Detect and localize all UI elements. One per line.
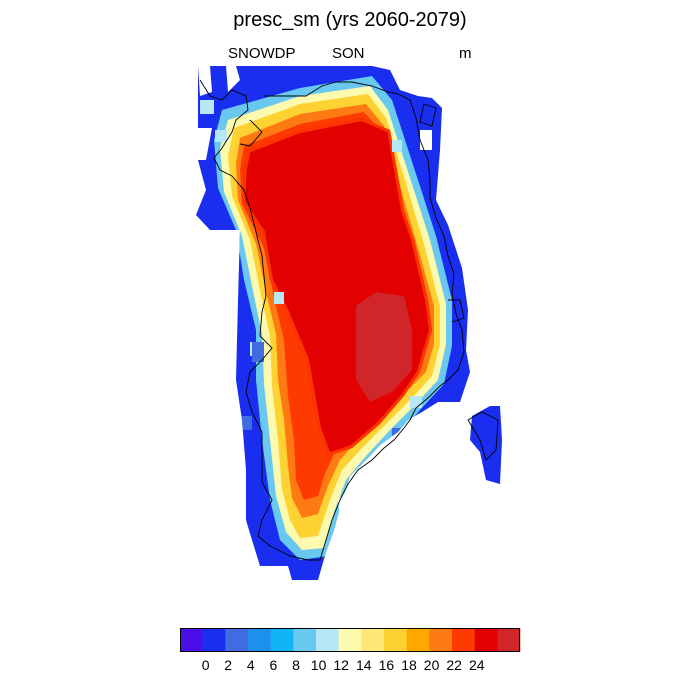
colorbar-cell [202, 628, 226, 652]
colorbar-cell [270, 628, 294, 652]
colorbar-cell [384, 628, 407, 652]
colorbar-cell [338, 628, 362, 652]
colorbar-cell [429, 628, 453, 652]
coastline [199, 79, 499, 561]
colorbar-tick-label: 6 [269, 657, 278, 673]
plot-title: presc_sm (yrs 2060-2079) [233, 9, 467, 31]
max-depth-patch [356, 292, 412, 402]
colorbar-cell [497, 628, 521, 652]
colorbar-cell [293, 628, 317, 652]
colorbar-tick-label: 8 [292, 657, 300, 673]
colorbar-tick-label: 20 [423, 657, 440, 673]
colorbar-cell [452, 628, 475, 652]
east-island [470, 406, 502, 484]
colorbar [180, 628, 521, 652]
colorbar-tick-label: 12 [333, 657, 349, 673]
colorbar-tick-label: 16 [378, 657, 395, 673]
colorbar-tick-label: 18 [401, 657, 417, 673]
colorbar-tick-label: 22 [446, 657, 462, 673]
colorbar-cell [474, 628, 498, 652]
colorbar-cell [225, 628, 249, 652]
colorbar-cell [248, 628, 271, 652]
colorbar-cell [180, 628, 203, 652]
colorbar-tick-label: 10 [310, 657, 327, 673]
ice-sheet-field [196, 66, 470, 580]
colorbar-cell [316, 628, 339, 652]
colorbar-tick-label: 0 [201, 657, 210, 673]
season-label: SON [332, 45, 365, 62]
colorbar-tick-label: 2 [224, 657, 233, 673]
colorbar-tick-label: 24 [469, 657, 485, 673]
variable-label: SNOWDP [228, 45, 296, 62]
colorbar-cell [406, 628, 430, 652]
colorbar-cell [361, 628, 385, 652]
colorbar-tick-label: 4 [246, 657, 255, 673]
units-label: m [459, 45, 472, 62]
colorbar-tick-label: 14 [356, 657, 372, 673]
